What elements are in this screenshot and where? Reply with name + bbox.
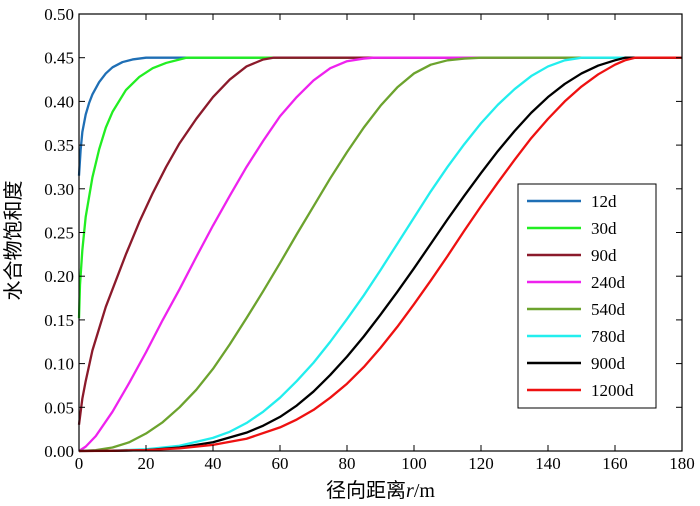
x-axis-title: 径向距离r/m: [326, 479, 435, 502]
legend-label-1200d: 1200d: [591, 381, 634, 400]
series-line-540d: [78, 56, 682, 453]
legend: 12d 30d 90d 240d 540d 780d 900d 1200d: [517, 183, 657, 409]
x-tick-label: 160: [602, 454, 628, 473]
y-tick-label: 0.10: [44, 355, 74, 374]
x-tick-label: 120: [468, 454, 494, 473]
series-line-780d: [78, 56, 682, 453]
y-axis-title: 水合物饱和度: [2, 181, 25, 301]
x-tick-label: 0: [75, 454, 84, 473]
y-tick-label: 0.40: [44, 92, 74, 111]
x-tick-label: 140: [535, 454, 561, 473]
legend-box: [517, 183, 657, 409]
y-tick-label: 0.00: [44, 442, 74, 461]
y-tick-label: 0.45: [44, 49, 74, 68]
y-tick-label: 0.50: [44, 5, 74, 24]
x-axis-title-unit: /m: [414, 480, 436, 502]
series-line-1200d: [78, 56, 682, 453]
legend-label-12d: 12d: [591, 192, 617, 211]
legend-label-30d: 30d: [591, 219, 617, 238]
y-tick-label: 0.25: [44, 224, 74, 243]
series-line-900d: [78, 56, 682, 453]
x-tick-label: 60: [272, 454, 289, 473]
x-tick-label: 40: [205, 454, 222, 473]
x-axis-title-variable: r: [406, 480, 414, 502]
legend-label-900d: 900d: [591, 354, 626, 373]
x-axis-title-prefix: 径向距离: [326, 479, 406, 502]
series-line-90d: [77, 56, 682, 425]
legend-label-240d: 240d: [591, 273, 626, 292]
axis-ticks: 0 20 40 60 80 100 120 140 160 180 0.00 0.05 0.10 0.15…: [44, 5, 695, 473]
x-tick-label: 80: [339, 454, 356, 473]
y-tick-label: 0.05: [44, 398, 74, 417]
series-line-30d: [77, 56, 682, 319]
series-lines: [77, 56, 682, 453]
legend-label-780d: 780d: [591, 327, 626, 346]
legend-label-90d: 90d: [591, 246, 617, 265]
x-tick-label: 20: [138, 454, 155, 473]
y-tick-label: 0.35: [44, 136, 74, 155]
series-line-12d: [77, 56, 682, 176]
y-tick-label: 0.30: [44, 180, 74, 199]
x-tick-label: 100: [401, 454, 427, 473]
series-line-240d: [78, 56, 682, 452]
x-tick-label: 180: [669, 454, 695, 473]
y-tick-label: 0.20: [44, 267, 74, 286]
legend-label-540d: 540d: [591, 300, 626, 319]
y-tick-label: 0.15: [44, 311, 74, 330]
